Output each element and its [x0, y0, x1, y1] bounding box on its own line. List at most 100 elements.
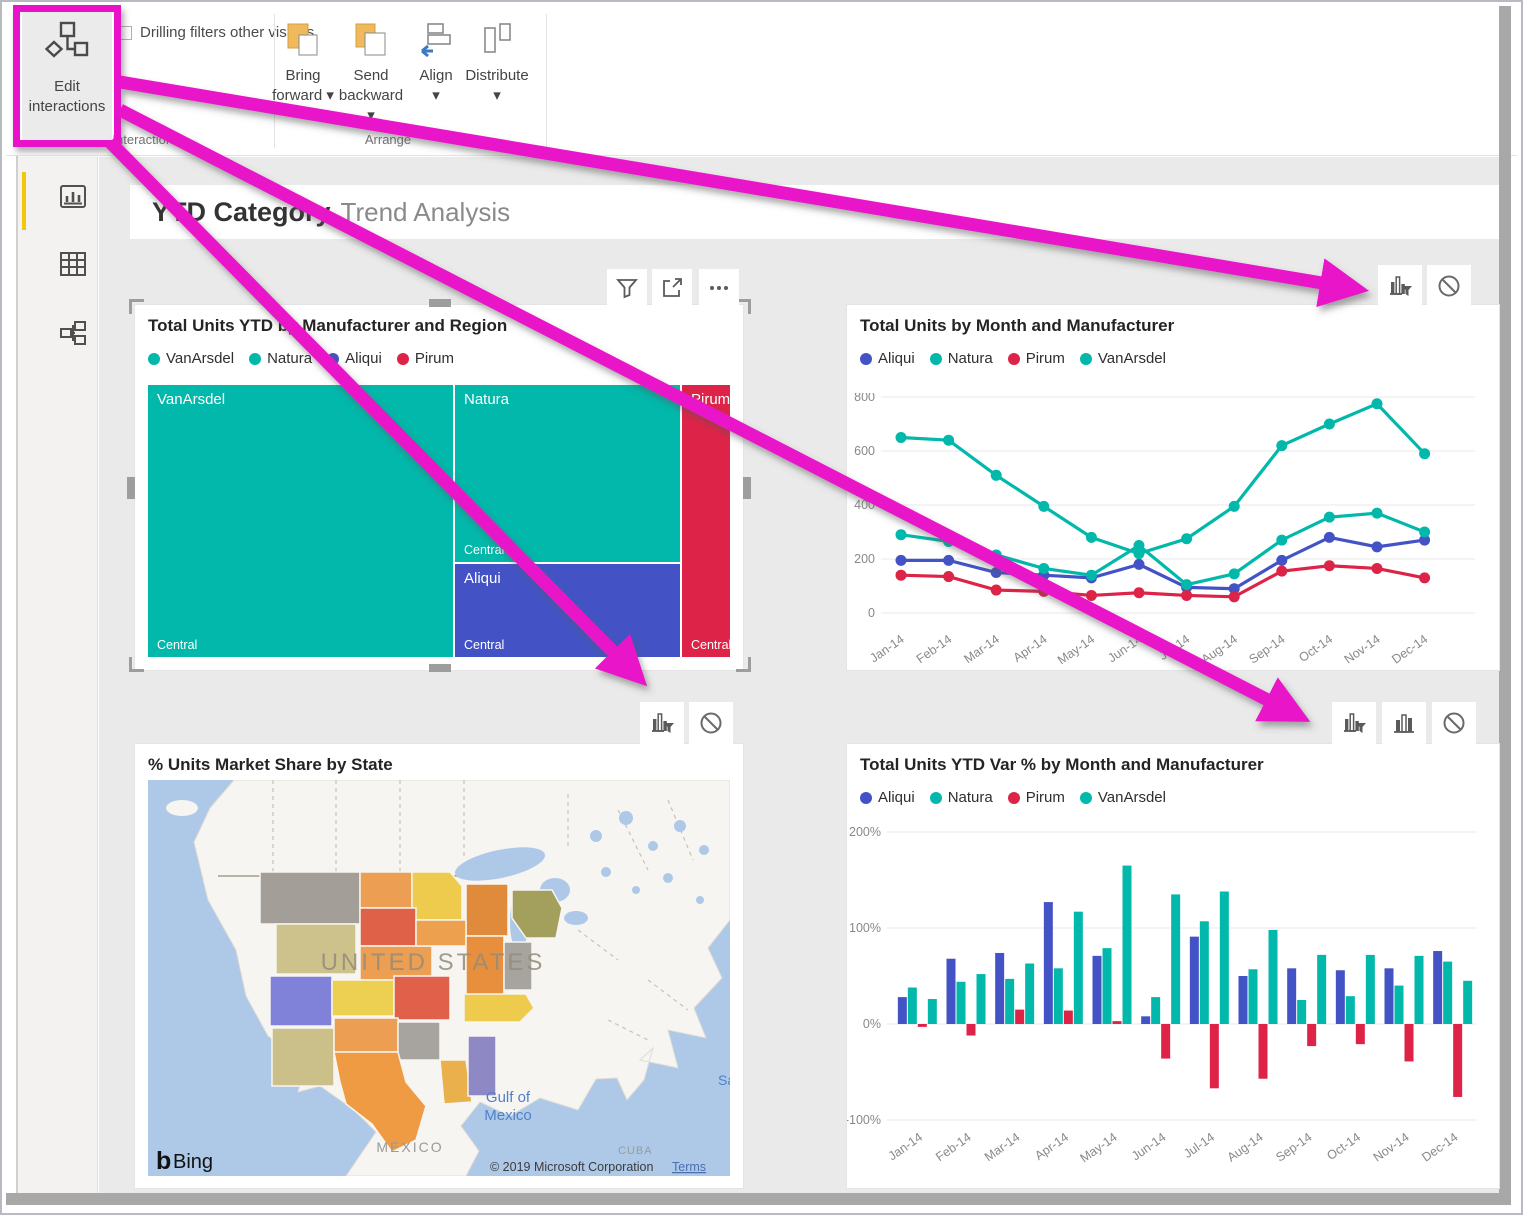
data-point[interactable]	[1085, 589, 1097, 601]
selection-handle[interactable]	[129, 299, 144, 314]
more-options-icon[interactable]	[699, 269, 739, 307]
bar-natura[interactable]	[1199, 921, 1209, 1024]
highlight-interaction-icon[interactable]	[1382, 702, 1426, 744]
data-point[interactable]	[1419, 572, 1431, 584]
data-point[interactable]	[1276, 554, 1288, 566]
state-shape[interactable]	[393, 975, 451, 1021]
state-shape[interactable]	[415, 919, 467, 947]
data-point[interactable]	[1085, 531, 1097, 543]
bar-natura[interactable]	[1005, 978, 1015, 1024]
state-shape[interactable]	[359, 871, 413, 909]
filter-funnel-icon[interactable]	[607, 269, 647, 307]
data-view-icon[interactable]	[58, 249, 90, 281]
data-point[interactable]	[1181, 589, 1193, 601]
data-point[interactable]	[1371, 562, 1383, 574]
bar-vanarsdel[interactable]	[1025, 963, 1035, 1024]
data-point[interactable]	[1085, 569, 1097, 581]
bar-natura[interactable]	[956, 981, 966, 1024]
data-point[interactable]	[1323, 418, 1335, 430]
legend-item[interactable]: Pirum	[1007, 789, 1065, 806]
bar-aliqui[interactable]	[1141, 1016, 1151, 1024]
bar-aliqui[interactable]	[995, 952, 1005, 1024]
state-shape[interactable]	[467, 1035, 497, 1097]
bar-aliqui[interactable]	[1433, 951, 1443, 1024]
edit-interactions-button[interactable]: Edit interactions	[22, 12, 112, 140]
bar-vanarsdel[interactable]	[1073, 911, 1083, 1024]
map-visual[interactable]: % Units Market Share by State	[135, 744, 743, 1188]
data-point[interactable]	[943, 554, 955, 566]
bar-chart-visual[interactable]: Total Units YTD Var % by Month and Manuf…	[847, 744, 1499, 1188]
state-shape[interactable]	[269, 975, 333, 1027]
bar-natura[interactable]	[1102, 948, 1112, 1024]
treemap-tile-natura[interactable]: Natura Central	[455, 385, 680, 562]
data-point[interactable]	[895, 554, 907, 566]
state-shape[interactable]	[333, 1051, 427, 1153]
bar-vanarsdel[interactable]	[1317, 954, 1327, 1024]
align-button[interactable]: Align ▾	[410, 14, 462, 136]
data-point[interactable]	[1371, 398, 1383, 410]
state-shape[interactable]	[271, 1027, 335, 1087]
state-shape[interactable]	[331, 979, 395, 1017]
bar-pirum[interactable]	[1161, 1024, 1171, 1059]
bar-aliqui[interactable]	[1335, 970, 1345, 1024]
data-point[interactable]	[1323, 531, 1335, 543]
data-point[interactable]	[990, 584, 1002, 596]
treemap-tile-pirum[interactable]: Pirum Central	[682, 385, 730, 657]
none-interaction-icon[interactable]	[689, 702, 733, 744]
data-point[interactable]	[1228, 500, 1240, 512]
bar-vanarsdel[interactable]	[1463, 980, 1473, 1024]
data-point[interactable]	[990, 567, 1002, 578]
data-point[interactable]	[1181, 579, 1193, 591]
bar-aliqui[interactable]	[1043, 902, 1053, 1024]
legend-item[interactable]: VanArsdel	[1079, 789, 1166, 806]
none-interaction-icon[interactable]	[1432, 702, 1476, 744]
data-point[interactable]	[1323, 511, 1335, 523]
data-point[interactable]	[990, 549, 1002, 561]
data-point[interactable]	[1419, 526, 1431, 538]
bar-vanarsdel[interactable]	[1122, 865, 1132, 1024]
state-shape[interactable]	[463, 993, 535, 1023]
data-point[interactable]	[1133, 548, 1145, 560]
legend-item[interactable]: VanArsdel	[1079, 350, 1166, 367]
data-point[interactable]	[990, 469, 1002, 481]
none-interaction-icon[interactable]	[1427, 265, 1471, 307]
bar-pirum[interactable]	[1063, 1010, 1073, 1024]
data-point[interactable]	[1276, 565, 1288, 577]
bar-pirum[interactable]	[1112, 1021, 1122, 1024]
data-point[interactable]	[895, 569, 907, 581]
bar-pirum[interactable]	[1307, 1024, 1317, 1047]
legend-item[interactable]: VanArsdel	[148, 350, 234, 367]
data-point[interactable]	[1276, 534, 1288, 546]
bar-aliqui[interactable]	[1384, 968, 1394, 1024]
legend-item[interactable]: Aliqui	[860, 789, 915, 806]
bar-pirum[interactable]	[1015, 1009, 1025, 1024]
state-shape[interactable]	[333, 1017, 399, 1053]
bar-vanarsdel[interactable]	[1268, 929, 1278, 1024]
bar-aliqui[interactable]	[1287, 968, 1297, 1024]
data-point[interactable]	[1038, 562, 1050, 574]
selection-handle[interactable]	[429, 664, 451, 672]
state-shape[interactable]	[511, 889, 563, 939]
treemap-tile-aliqui[interactable]: Aliqui Central	[455, 564, 680, 657]
bar-aliqui[interactable]	[1092, 955, 1102, 1024]
data-point[interactable]	[1419, 534, 1431, 546]
bar-natura[interactable]	[1248, 969, 1258, 1024]
legend-item[interactable]: Natura	[929, 350, 993, 367]
report-view-icon[interactable]	[58, 182, 90, 214]
data-point[interactable]	[1038, 500, 1050, 512]
focus-mode-icon[interactable]	[652, 269, 692, 307]
data-point[interactable]	[943, 571, 955, 583]
state-shape[interactable]	[359, 945, 433, 981]
bar-vanarsdel[interactable]	[976, 974, 986, 1024]
state-shape[interactable]	[503, 941, 533, 991]
data-point[interactable]	[1419, 448, 1431, 460]
state-shape[interactable]	[465, 935, 505, 1003]
bar-aliqui[interactable]	[1189, 936, 1199, 1024]
data-point[interactable]	[895, 432, 907, 443]
data-point[interactable]	[1371, 507, 1383, 519]
line-chart-visual[interactable]: Total Units by Month and Manufacturer Al…	[847, 305, 1499, 670]
bar-pirum[interactable]	[1453, 1024, 1463, 1097]
state-shape[interactable]	[359, 907, 417, 947]
selection-handle[interactable]	[429, 299, 451, 307]
filter-interaction-icon[interactable]	[1332, 702, 1376, 744]
